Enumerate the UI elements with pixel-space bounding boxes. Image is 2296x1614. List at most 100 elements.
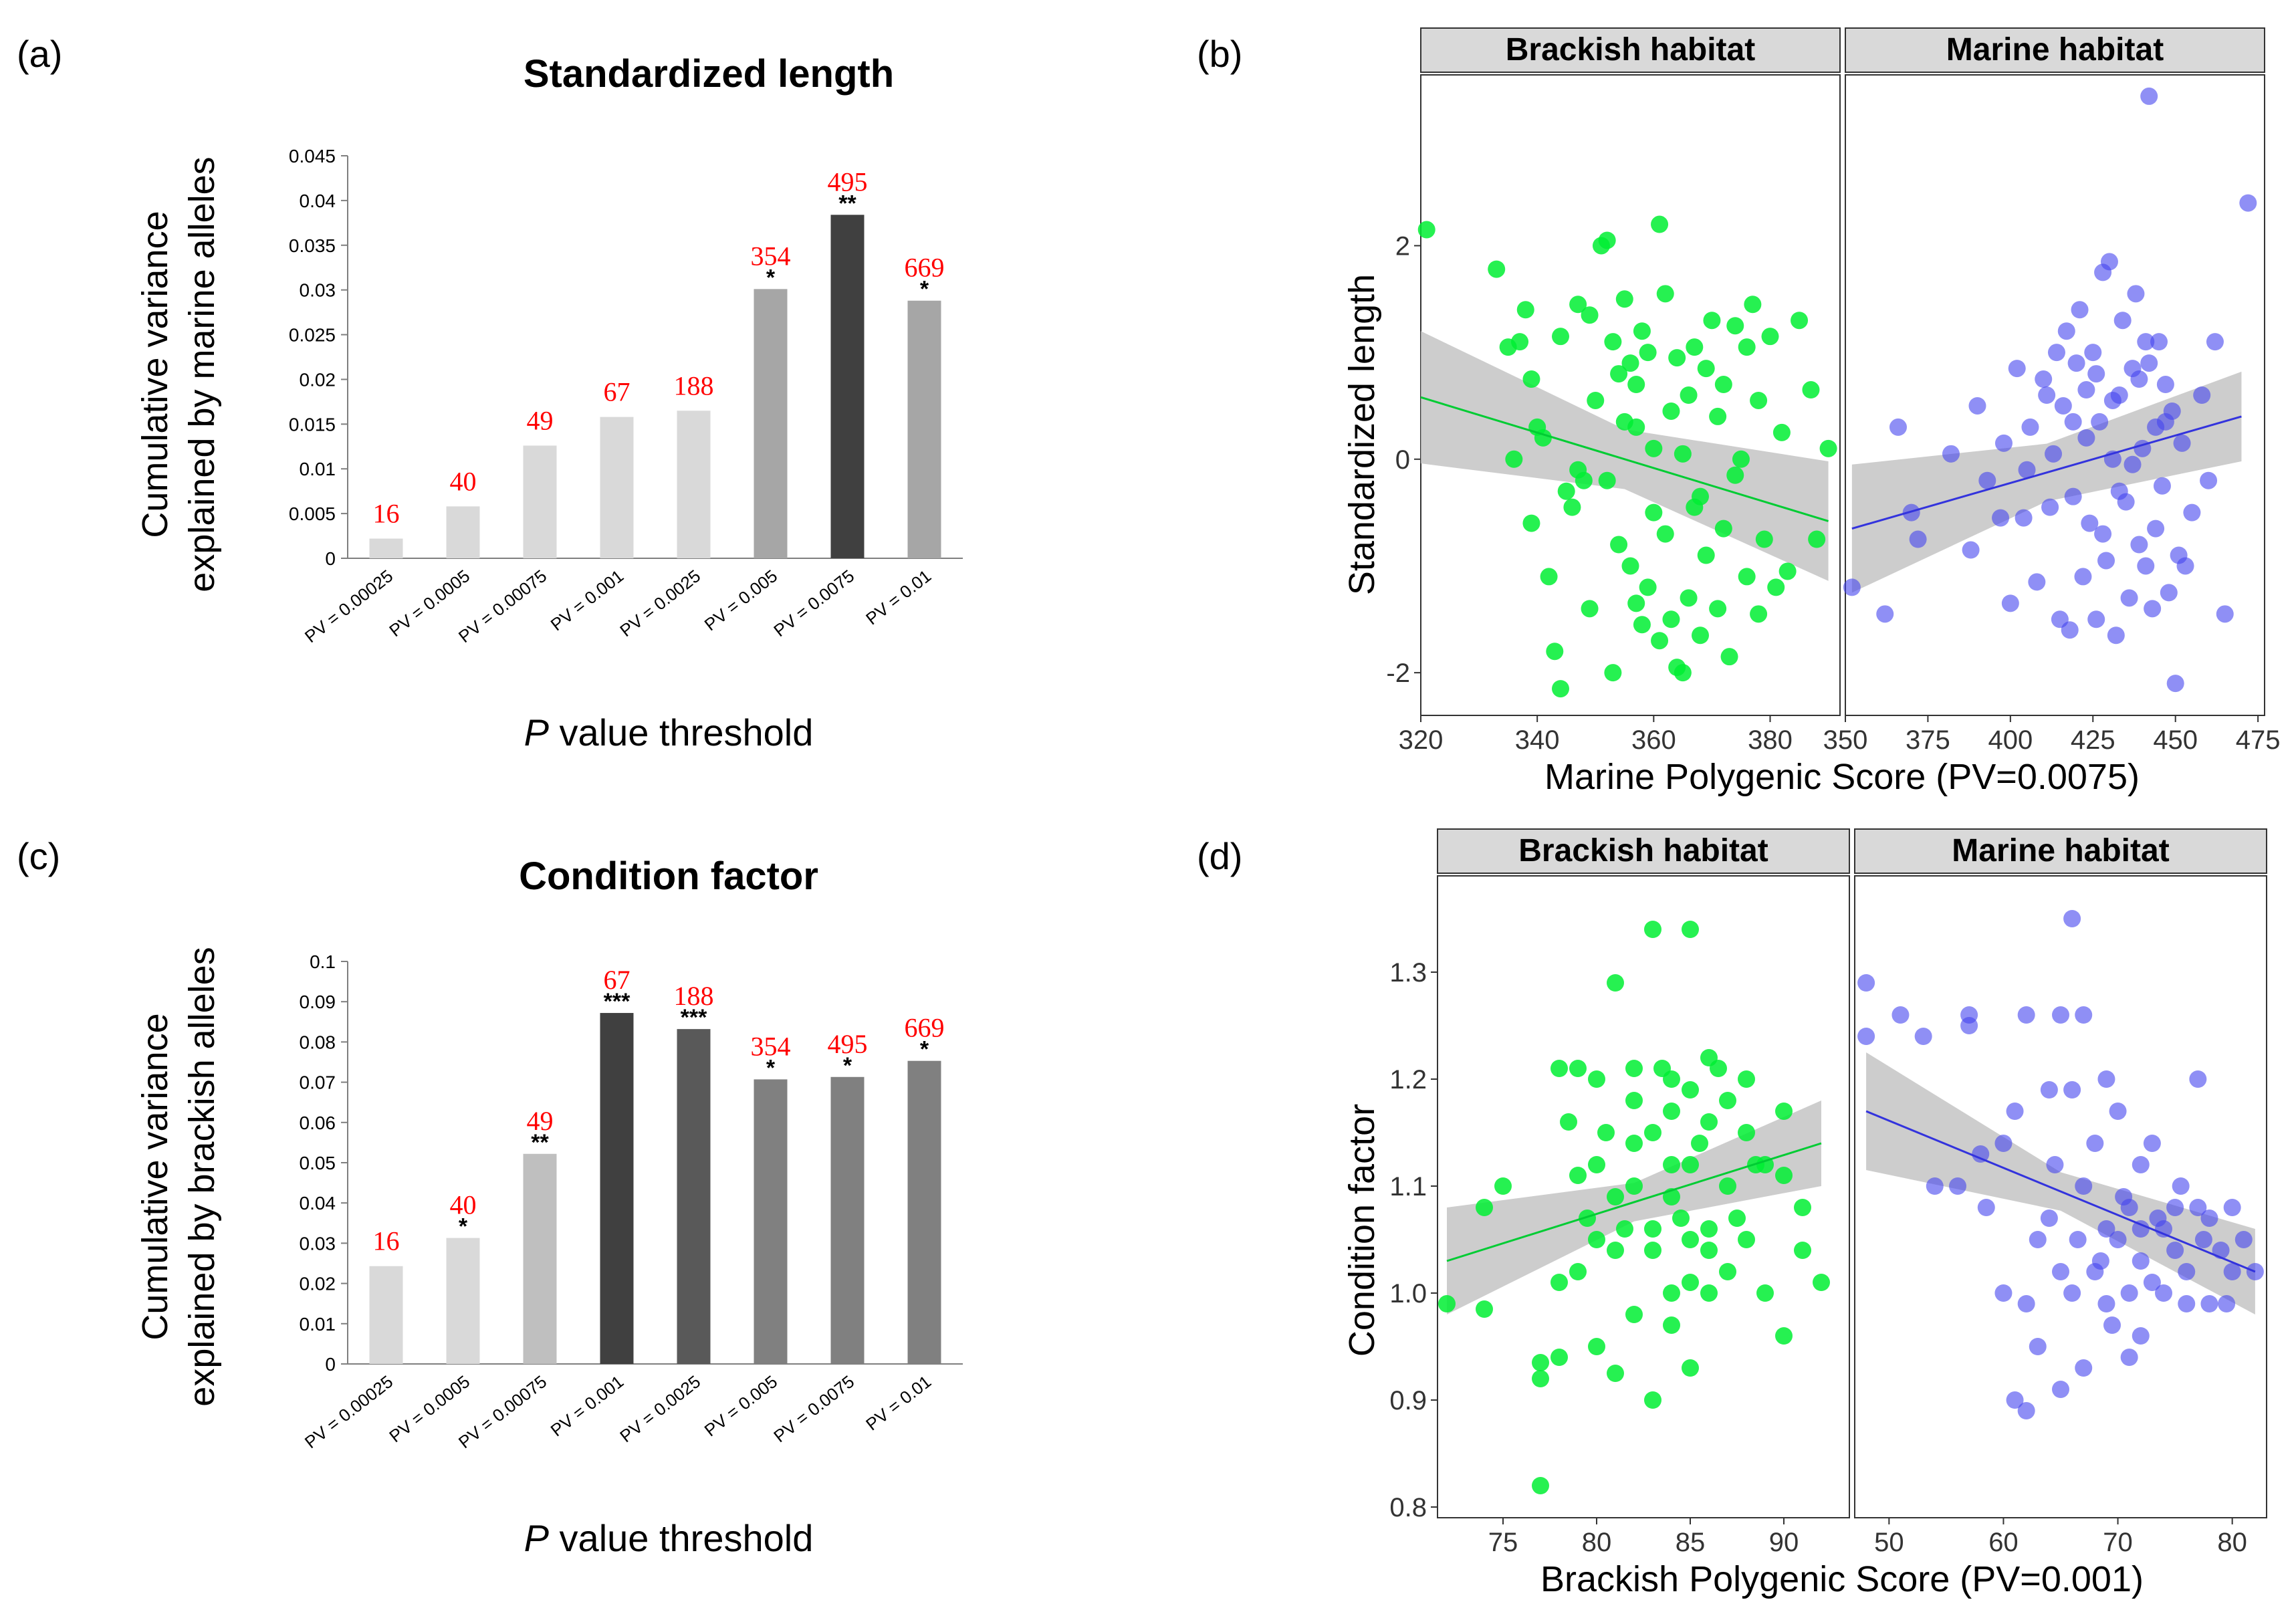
data-point-d-1-11 [2006,1103,2024,1120]
data-point-b-0-78 [1738,338,1756,356]
data-point-d-0-64 [1616,1220,1633,1238]
data-point-b-1-31 [2087,610,2105,628]
data-point-d-0-34 [1682,1231,1699,1248]
data-point-d-1-24 [2075,1359,2093,1377]
data-point-d-1-10 [2006,1391,2024,1409]
data-point-b-1-27 [2074,568,2092,586]
data-point-d-1-55 [2234,1231,2253,1248]
data-point-b-0-53 [1714,520,1732,538]
data-point-d-0-68 [1728,1209,1746,1227]
data-point-b-1-75 [2077,381,2095,399]
data-point-b-1-62 [2200,471,2218,489]
y-tick-label-a: 0.045 [289,146,336,166]
bar-a-0 [369,538,403,558]
bar-a-7 [907,300,941,558]
data-point-b-0-51 [1709,407,1727,425]
y-tick-label-d: 1.1 [1389,1172,1427,1201]
regression-line-d-0 [1446,1142,1822,1262]
x-axis-label-a: P value threshold [524,711,814,754]
y-tick-label-a: 0.01 [300,459,336,479]
data-point-d-0-38 [1700,1220,1718,1238]
data-point-b-1-61 [2193,386,2211,404]
data-point-b-1-72 [2110,482,2128,500]
x-tick-label-c-7: PV = 0.01 [862,1371,935,1434]
data-point-d-1-29 [2097,1295,2115,1312]
data-point-b-0-28 [1627,376,1645,394]
data-point-b-1-17 [2041,498,2059,516]
count-label-a-7: 669 [905,253,945,283]
x-axis-label-c: P value threshold [524,1517,814,1559]
data-point-b-1-43 [2127,285,2145,303]
x-tick-label-a-0: PV = 0.00025 [301,566,396,647]
bar-c-4 [677,1029,711,1364]
data-point-d-1-67 [1949,1177,1966,1195]
x-tick-label-d-1: 80 [2217,1528,2247,1557]
y-tick-label-a: 0.03 [300,280,336,301]
data-point-d-1-65 [2218,1295,2236,1312]
data-point-b-0-82 [1552,328,1569,346]
data-point-b-1-68 [2123,455,2142,473]
data-point-b-1-44 [2130,536,2148,554]
data-point-b-0-57 [1732,450,1750,468]
data-point-d-1-37 [2132,1327,2150,1345]
y-tick-label-c: 0 [325,1354,336,1375]
significance-label-c-1: * [459,1214,468,1240]
y-axis-label-a-line2: explained by marine alleles [182,156,222,592]
data-point-b-0-27 [1627,594,1645,612]
data-point-d-1-57 [2029,1231,2047,1248]
data-point-d-1-68 [2103,1316,2121,1334]
data-point-d-1-58 [2046,1156,2064,1173]
data-point-d-1-48 [2189,1199,2207,1216]
data-point-d-0-53 [1794,1199,1811,1216]
facet-strip-b-1 [1845,27,2265,73]
data-point-d-0-15 [1588,1156,1605,1173]
significance-label-c-4: *** [681,1005,707,1030]
y-axis-label-a-line1: Cumulative variance [135,211,175,538]
bar-c-0 [369,1266,403,1364]
data-point-b-1-15 [2028,573,2046,591]
panel-label-a: (a) [17,33,62,75]
data-point-d-0-39 [1700,1113,1718,1131]
y-tick-label-c: 0.02 [300,1274,336,1294]
data-point-b-0-3 [1511,333,1529,351]
data-point-d-0-57 [1682,1081,1699,1099]
data-point-b-0-56 [1726,466,1744,484]
data-point-b-0-68 [1808,530,1826,548]
data-point-b-0-80 [1581,600,1599,618]
data-point-b-1-26 [2071,301,2089,319]
significance-label-a-6: ** [838,191,856,216]
count-label-a-4: 188 [674,370,714,400]
data-point-b-1-37 [2107,626,2125,645]
data-point-d-1-44 [2166,1242,2184,1259]
y-axis-label-d-wrap: Condition factor [1342,1104,1382,1357]
x-tick-label-d-1: 50 [1874,1528,1904,1557]
data-point-d-0-42 [1719,1177,1736,1195]
data-point-b-1-22 [2057,322,2075,340]
x-tick-label-c-0: PV = 0.00025 [301,1371,396,1452]
bar-c-2 [523,1153,557,1364]
data-point-b-1-34 [2097,552,2115,570]
x-tick-label-b-0: 360 [1631,725,1676,755]
bar-a-3 [600,417,634,558]
data-point-d-1-18 [2052,1381,2069,1398]
data-point-d-1-33 [2109,1103,2127,1120]
count-label-a-2: 49 [527,405,554,435]
data-point-d-0-60 [1653,1060,1671,1077]
data-point-b-0-55 [1726,317,1744,335]
data-point-b-0-60 [1750,391,1768,409]
data-point-b-0-34 [1651,632,1669,650]
y-tick-label-c: 0.06 [300,1113,336,1133]
data-point-b-0-14 [1569,296,1587,314]
count-label-a-3: 67 [604,377,630,407]
y-tick-label-c: 0.03 [300,1233,336,1254]
facet-strip-d-1 [1854,828,2267,874]
data-point-b-1-53 [2156,376,2174,394]
data-point-d-0-27 [1644,1124,1661,1141]
data-point-d-1-36 [2120,1284,2138,1302]
data-point-b-0-50 [1703,312,1721,330]
data-point-b-1-8 [1978,471,1996,489]
data-point-d-0-46 [1738,1070,1755,1088]
data-point-d-1-50 [2200,1295,2218,1312]
count-label-a-0: 16 [373,499,400,529]
data-point-b-1-51 [2150,333,2168,351]
